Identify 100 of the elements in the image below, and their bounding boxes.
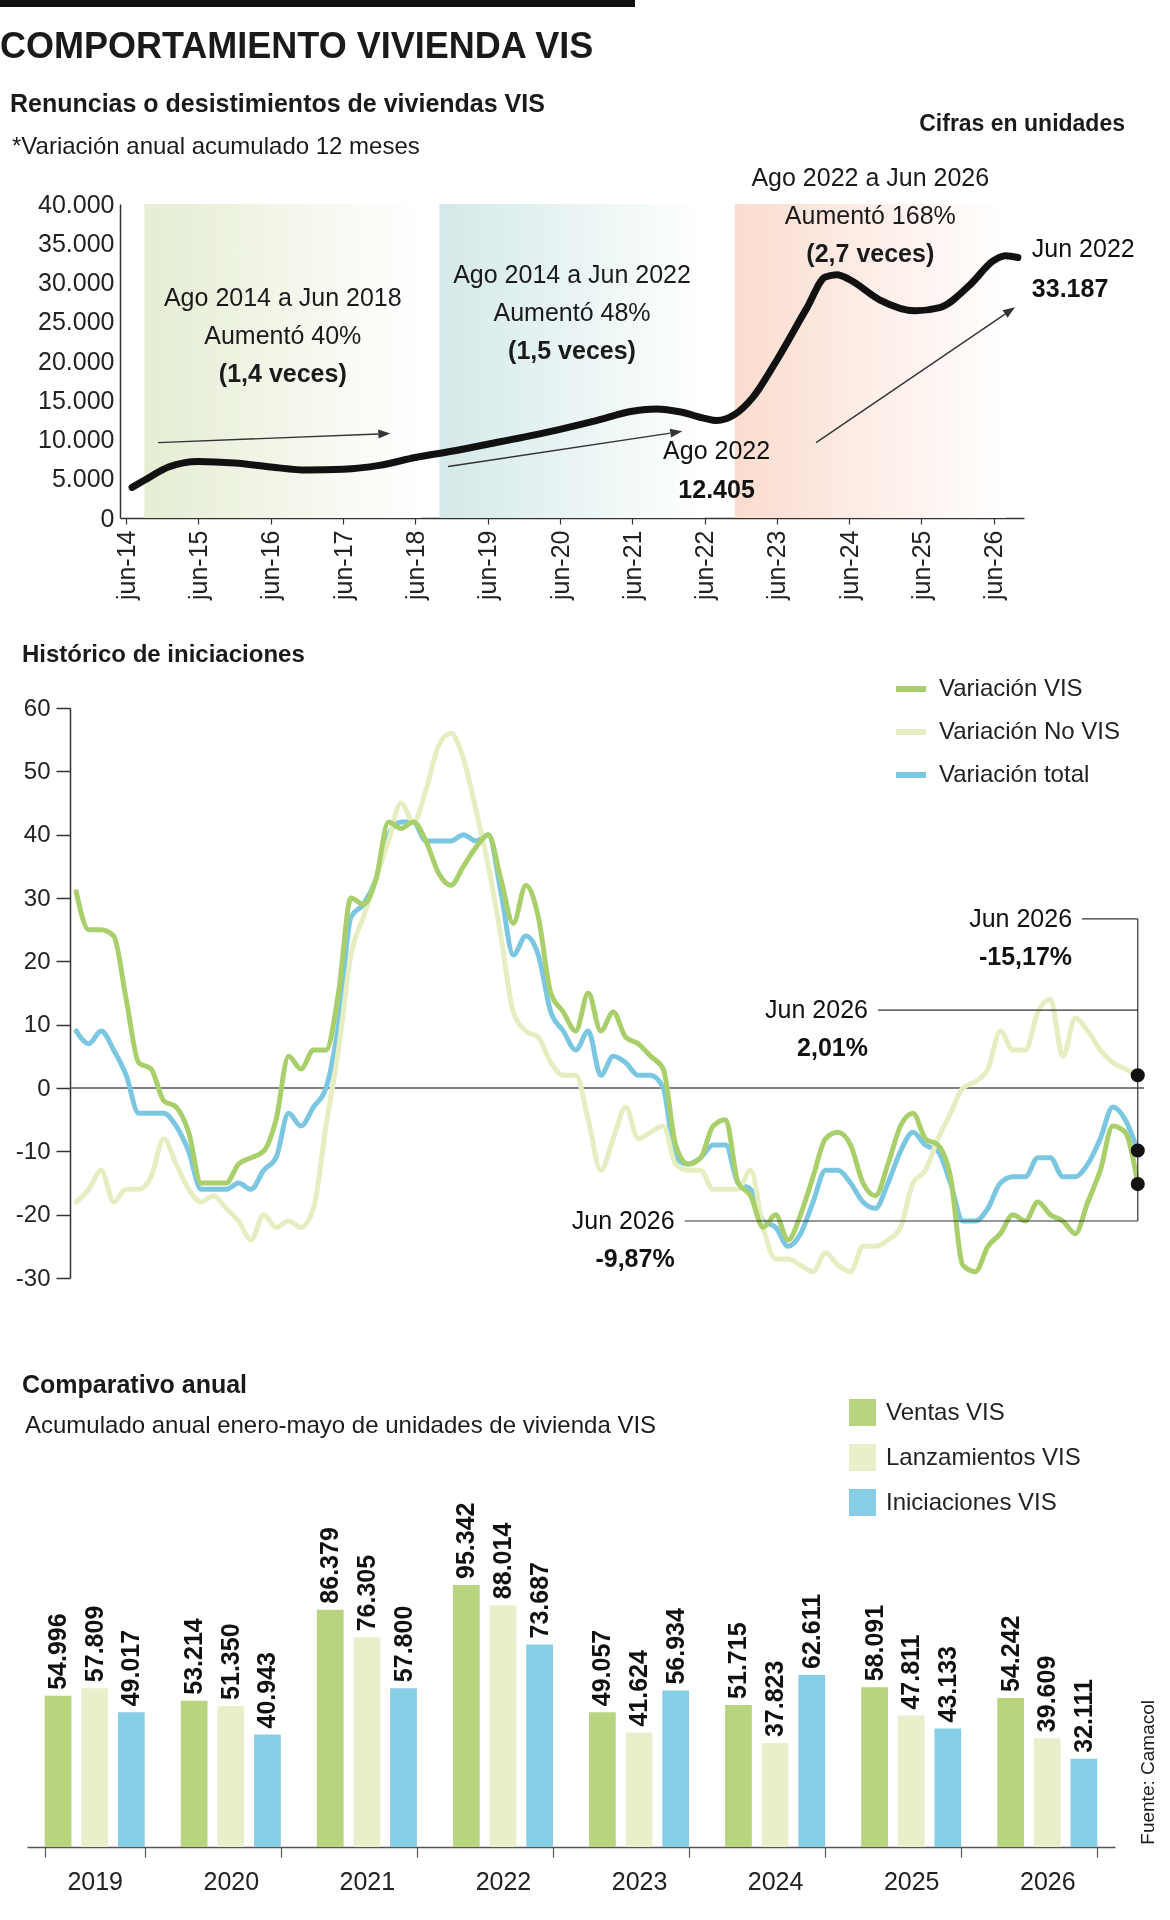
x-tick-label: 2021 [339, 1866, 396, 1895]
y-tick-label: 50 [23, 756, 51, 784]
y-tick-label: 30.000 [38, 268, 115, 296]
data-label: 62.611 [796, 1593, 825, 1669]
x-tick-label: 2025 [883, 1866, 940, 1895]
y-tick-label: 10 [23, 1010, 51, 1038]
bar [254, 1734, 281, 1847]
data-label: 73.687 [524, 1562, 553, 1639]
data-label: 49.057 [587, 1629, 616, 1707]
bar [997, 1697, 1025, 1847]
bar [798, 1674, 826, 1847]
data-label: 51.350 [215, 1623, 244, 1700]
chart-title: Comparativo anual [22, 1370, 248, 1399]
y-tick-label: 20 [23, 946, 51, 974]
annotation: Ago 2022 12.405 [663, 435, 771, 503]
data-label: 41.624 [624, 1650, 653, 1727]
data-label: 57.809 [79, 1605, 108, 1683]
data-label: 49.017 [116, 1629, 145, 1707]
data-label: 51.715 [723, 1622, 752, 1699]
y-tick-label: 25.000 [38, 307, 115, 336]
bar [316, 1609, 344, 1847]
y-tick-label: -20 [15, 1200, 51, 1228]
y-tick-label: 60 [23, 693, 51, 721]
bar [180, 1700, 208, 1847]
data-label: 37.823 [760, 1660, 789, 1738]
data-label: 86.379 [315, 1527, 344, 1604]
data-label: 43.133 [932, 1646, 961, 1723]
legend-label: Variación VIS [939, 674, 1083, 701]
y-tick-label: -10 [15, 1136, 51, 1164]
y-tick-label: 5.000 [51, 464, 115, 493]
legend-label: Lanzamientos VIS [886, 1442, 1081, 1470]
y-tick-label: 20.000 [38, 346, 115, 375]
y-tick-label: 40 [23, 820, 51, 848]
data-label: 54.242 [995, 1615, 1024, 1692]
bar [353, 1637, 381, 1847]
x-tick-label: jun-25 [906, 530, 935, 601]
y-tick-label: 15.000 [38, 385, 115, 414]
x-tick-label: 2023 [611, 1866, 668, 1895]
bar [625, 1732, 653, 1847]
chart-subtitle: Acumulado anual enero-mayo de unidades de vivienda VIS [25, 1411, 657, 1439]
x-tick-label: jun-23 [762, 530, 791, 601]
data-label: 57.800 [388, 1605, 417, 1683]
y-tick-label: 40.000 [38, 189, 115, 218]
x-tick-label: 2019 [67, 1866, 124, 1895]
data-label: 39.609 [1032, 1655, 1061, 1733]
x-tick-label: jun-22 [690, 530, 719, 601]
data-label: 88.014 [487, 1522, 516, 1600]
data-label: 53.214 [179, 1618, 208, 1695]
y-tick-label: 30 [23, 883, 51, 911]
x-tick-label: jun-18 [400, 530, 429, 601]
legend-label: Variación No VIS [939, 717, 1120, 744]
x-tick-label: jun-24 [834, 530, 863, 601]
data-label: 56.934 [660, 1607, 689, 1685]
x-tick-label: jun-19 [473, 530, 502, 601]
x-tick-label: jun-14 [111, 530, 140, 601]
bar [81, 1688, 109, 1847]
y-tick-label: 10.000 [38, 425, 115, 453]
bar [589, 1712, 616, 1847]
x-tick-label: 2020 [203, 1866, 260, 1895]
x-tick-label: 2026 [1019, 1866, 1076, 1895]
y-tick-label: 0 [37, 1073, 51, 1101]
data-label: 95.342 [451, 1502, 480, 1579]
bar [217, 1705, 245, 1847]
legend-label: Ventas VIS [886, 1397, 1005, 1425]
x-tick-label: jun-21 [617, 530, 646, 601]
bar [117, 1712, 145, 1847]
legend-label: Iniciaciones VIS [886, 1487, 1057, 1515]
bar [725, 1704, 752, 1847]
bar [662, 1690, 690, 1847]
data-label: 32.111 [1068, 1678, 1097, 1753]
bar [761, 1743, 789, 1847]
bar [861, 1687, 888, 1847]
bar [452, 1585, 480, 1847]
bar [1033, 1738, 1061, 1847]
data-label: 54.996 [43, 1613, 72, 1690]
bar [390, 1688, 417, 1847]
band-label: Ago 2014 a Jun 2018 Aumentó 40% (1,4 veces) [163, 283, 402, 388]
y-tick-label: 35.000 [38, 228, 115, 257]
chart-title: Histórico de iniciaciones [22, 640, 305, 668]
data-label: 58.091 [859, 1604, 888, 1682]
bar [526, 1644, 553, 1847]
x-tick-label: jun-16 [256, 530, 285, 601]
x-tick-label: 2024 [747, 1866, 804, 1895]
bar [489, 1605, 517, 1847]
x-tick-label: 2022 [475, 1866, 532, 1895]
text: COMPORTAMIENTO VIVIENDA VIS [0, 25, 594, 67]
x-tick-label: jun-15 [183, 530, 212, 601]
data-label: 47.811 [896, 1634, 925, 1710]
y-tick-label: 0 [100, 503, 115, 532]
x-tick-label: jun-17 [328, 530, 357, 601]
data-label: 40.943 [252, 1652, 281, 1729]
chart-subtitle: *Variación anual acumulado 12 meses [12, 132, 420, 160]
x-tick-label: jun-26 [979, 530, 1008, 601]
bar [44, 1695, 72, 1847]
y-tick-label: -30 [15, 1263, 51, 1291]
data-label: 76.305 [351, 1554, 380, 1632]
source-note: Fuente: Camacol [1137, 1700, 1159, 1845]
band-label: Ago 2014 a Jun 2022 Aumentó 48% (1,5 veces) [453, 259, 691, 364]
legend-label: Variación total [939, 760, 1090, 787]
band-label: Ago 2022 a Jun 2026 Aumentó 168% (2,7 veces) [751, 162, 990, 267]
